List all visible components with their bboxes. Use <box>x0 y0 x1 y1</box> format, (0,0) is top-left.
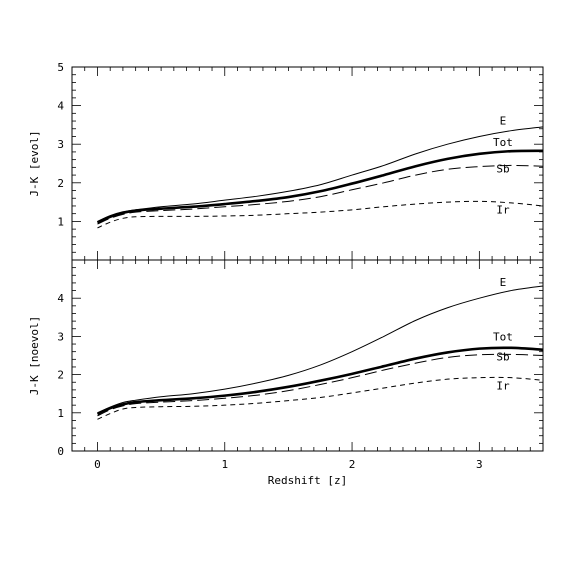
series-line-tot <box>96 346 544 416</box>
panel-top: 1 2 3 4 5 J-K [evol] E Tot Sb Ir <box>28 61 544 261</box>
y-tick-label: 0 <box>57 445 64 458</box>
series-line-tot <box>96 149 544 224</box>
y-tick-label: 1 <box>57 215 64 228</box>
panel-bottom: 0 1 2 3 4 0 1 2 3 J-K [noevol] Redshift [z] E Tot Sb I… <box>28 259 544 487</box>
y-tick-label: 4 <box>57 100 64 113</box>
series-line-ir <box>97 376 544 420</box>
x-tick-label: 2 <box>349 458 356 471</box>
y-tick-label: 4 <box>57 292 64 305</box>
series-label-ir: Ir <box>496 380 510 393</box>
series-label-tot: Tot <box>493 331 513 344</box>
y-tick-label: 3 <box>57 330 64 343</box>
series-line-ir <box>97 200 544 229</box>
x-tick-label: 0 <box>94 458 101 471</box>
y-tick-label: 1 <box>57 407 64 420</box>
x-tick-label: 3 <box>476 458 483 471</box>
x-axis-label: Redshift [z] <box>268 474 347 487</box>
series-line-sb <box>97 353 544 417</box>
series-line-sb <box>97 164 544 225</box>
x-tick-label: 1 <box>221 458 228 471</box>
y-tick-label: 3 <box>57 138 64 151</box>
series-label-sb: Sb <box>496 163 509 176</box>
series-label-tot: Tot <box>493 136 513 149</box>
y-tick-label: 2 <box>57 369 64 382</box>
y-tick-label: 2 <box>57 177 64 190</box>
y-axis-label: J-K [noevol] <box>28 316 41 395</box>
series-line-e <box>97 285 544 414</box>
series-label-e: E <box>500 276 507 289</box>
y-tick-label: 5 <box>57 61 64 74</box>
series-label-e: E <box>500 114 507 127</box>
series-label-ir: Ir <box>496 203 510 216</box>
series-label-sb: Sb <box>496 351 509 364</box>
y-axis-label: J-K [evol] <box>28 130 41 196</box>
